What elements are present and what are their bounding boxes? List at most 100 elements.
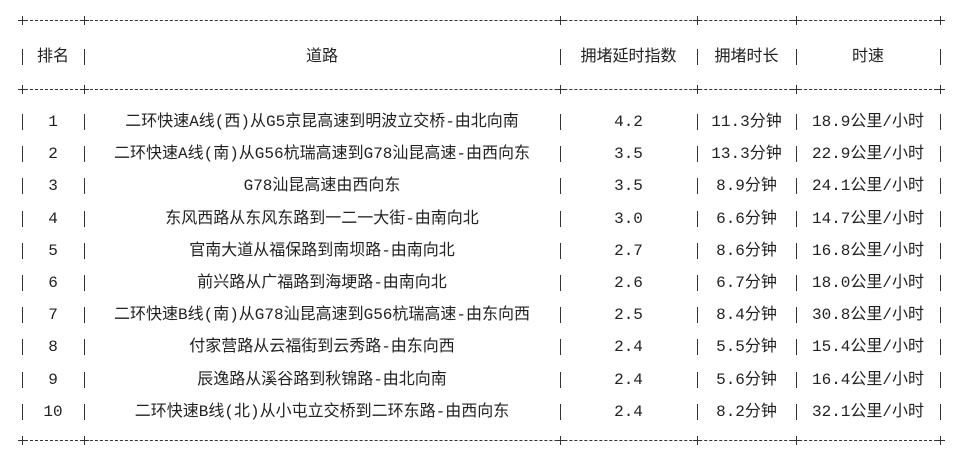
column-divider [940,339,941,356]
column-divider [84,307,85,324]
speed-cell: 32.1公里/小时 [811,402,924,421]
duration-cell: 13.3分钟 [711,145,782,164]
column-divider [697,210,698,227]
duration-cell: 6.7分钟 [716,274,777,292]
column-divider [940,178,941,195]
rank-cell: 8 [48,338,58,357]
border-corner [556,85,565,94]
column-divider [560,275,561,291]
column-divider [697,371,698,388]
border-corner [80,436,89,445]
border-corner [18,16,27,25]
column-divider [84,178,85,195]
border-corner [693,436,702,445]
speed-cell: 时速 [851,48,884,66]
column-divider [84,275,85,291]
road-cell: 前兴路从广福路到海埂路-由南向北 [197,274,447,292]
column-divider [796,146,797,163]
column-divider [22,371,23,388]
column-divider [796,210,797,227]
road-cell: 东风西路从东风东路到一二一大街-由南向北 [165,209,479,228]
column-divider [22,49,23,65]
speed-cell: 18.0公里/小时 [811,274,924,292]
road-cell: 二环快速B线(南)从G78汕昆高速到G56杭瑞高速-由东向西 [113,306,531,325]
column-divider [697,114,698,130]
rank-cell: 9 [48,370,58,389]
border-corner [936,436,945,445]
column-divider [796,178,797,195]
road-cell: 二环快速B线(北)从小屯立交桥到二环东路-由西向东 [134,402,510,421]
table-row: 8 付家营路从云福街到云秀路-由东向西 2.4 5.5分钟 15.4公里/小时 [0,331,959,363]
road-cell: 官南大道从福保路到南坝路-由南向北 [189,241,455,260]
border-corner [18,85,27,94]
table-row: 2 二环快速A线(南)从G56杭瑞高速到G78汕昆高速-由西向东 3.5 13.3分钟… [0,138,959,170]
column-divider [796,49,797,65]
rank-cell: 排名 [36,48,69,66]
column-divider [22,210,23,227]
column-divider [940,210,941,227]
column-divider [84,242,85,259]
duration-cell: 8.4分钟 [716,306,777,325]
speed-cell: 24.1公里/小时 [811,177,924,196]
column-divider [697,403,698,420]
column-divider [22,114,23,130]
border-corner [80,85,89,94]
rank-cell: 1 [48,113,58,131]
column-divider [22,146,23,163]
column-divider [560,371,561,388]
column-divider [22,242,23,259]
column-divider [796,403,797,420]
rank-cell: 3 [48,177,58,196]
column-divider [22,307,23,324]
column-divider [796,275,797,291]
table-row: 4 东风西路从东风东路到一二一大街-由南向北 3.0 6.6分钟 14.7公里/小时 [0,203,959,235]
column-divider [560,178,561,195]
column-divider [940,275,941,291]
duration-cell: 5.6分钟 [716,370,777,389]
column-divider [84,210,85,227]
table-top-border [20,20,942,21]
column-divider [796,371,797,388]
column-divider [940,307,941,324]
column-divider [84,371,85,388]
rank-cell: 6 [48,274,58,292]
delay-index-cell: 2.7 [614,241,643,260]
column-divider [560,210,561,227]
speed-cell: 15.4公里/小时 [811,338,924,357]
delay-index-cell: 拥堵延时指数 [580,48,677,66]
table-row: 7 二环快速B线(南)从G78汕昆高速到G56杭瑞高速-由东向西 2.5 8.4分钟 3… [0,299,959,331]
delay-index-cell: 4.2 [614,113,643,131]
border-corner [556,436,565,445]
delay-index-cell: 2.6 [614,274,643,292]
column-divider [796,339,797,356]
delay-index-cell: 3.5 [614,177,643,196]
speed-cell: 16.4公里/小时 [811,370,924,389]
road-cell: 付家营路从云福街到云秀路-由东向西 [189,338,455,357]
column-divider [697,307,698,324]
speed-cell: 14.7公里/小时 [811,209,924,228]
column-divider [22,178,23,195]
column-divider [84,146,85,163]
road-cell: G78汕昆高速由西向东 [243,177,401,196]
road-cell: 辰逸路从溪谷路到秋锦路-由北向南 [197,370,447,389]
column-divider [560,146,561,163]
column-divider [84,49,85,65]
duration-cell: 8.6分钟 [716,241,777,260]
road-cell: 道路 [305,48,338,66]
border-corner [693,85,702,94]
table-row: 9 辰逸路从溪谷路到秋锦路-由北向南 2.4 5.6分钟 16.4公里/小时 [0,364,959,396]
duration-cell: 5.5分钟 [716,338,777,357]
border-corner [936,16,945,25]
rank-cell: 10 [43,402,63,421]
column-divider [697,275,698,291]
column-divider [697,242,698,259]
table-row: 6 前兴路从广福路到海埂路-由南向北 2.6 6.7分钟 18.0公里/小时 [0,267,959,299]
duration-cell: 拥堵时长 [714,48,779,66]
header-row: 排名 道路 拥堵延时指数 拥堵时长 时速 [0,41,959,73]
column-divider [84,114,85,130]
speed-cell: 22.9公里/小时 [811,145,924,164]
duration-cell: 6.6分钟 [716,209,777,228]
rank-cell: 4 [48,209,58,228]
delay-index-cell: 3.0 [614,209,643,228]
column-divider [697,49,698,65]
